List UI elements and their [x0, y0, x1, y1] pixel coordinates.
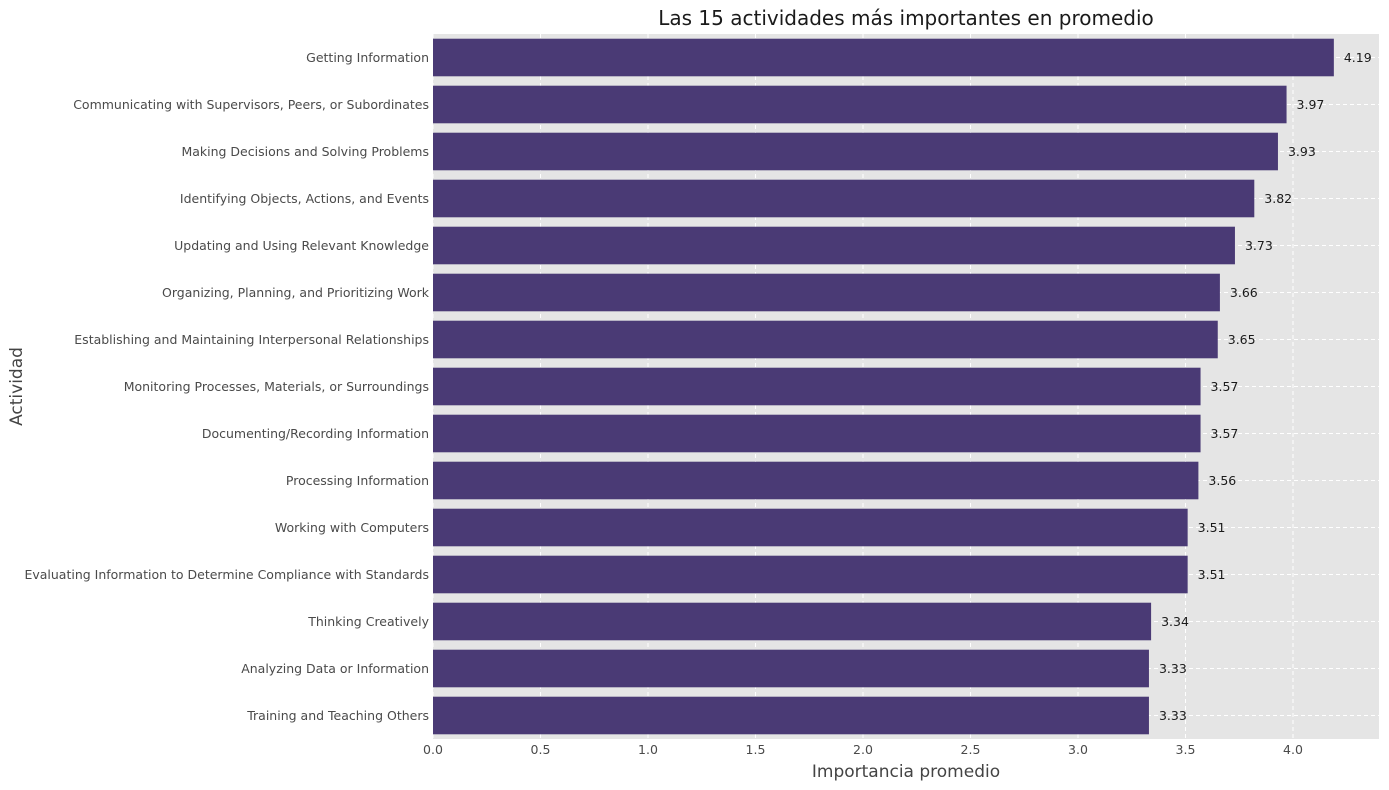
x-tick-label: 3.5 [1176, 742, 1196, 757]
bar [433, 461, 1199, 500]
bar [433, 179, 1255, 218]
x-axis-label: Importancia promedio [812, 762, 1000, 782]
bar [433, 508, 1188, 547]
x-tick-label: 0.5 [531, 742, 551, 757]
x-tick-label: 2.0 [853, 742, 873, 757]
y-tick-labels: Getting Information Communicating with Su… [24, 50, 429, 723]
bar [433, 38, 1334, 77]
bar [433, 320, 1218, 359]
data-label: 3.82 [1264, 191, 1292, 206]
data-label: 3.66 [1230, 285, 1258, 300]
x-tick-label: 2.5 [961, 742, 981, 757]
bar [433, 226, 1235, 265]
y-tick-label: Working with Computers [275, 520, 429, 535]
data-label: 3.33 [1159, 708, 1187, 723]
x-tick-label: 0.0 [423, 742, 443, 757]
y-tick-label: Training and Teaching Others [246, 708, 429, 723]
data-label: 3.56 [1208, 473, 1236, 488]
y-axis-label: Actividad [7, 347, 27, 426]
bar [433, 414, 1201, 453]
y-tick-label: Updating and Using Relevant Knowledge [174, 238, 429, 253]
data-label: 3.65 [1228, 332, 1256, 347]
x-tick-label: 3.0 [1068, 742, 1088, 757]
x-tick-labels: 0.0 0.5 1.0 1.5 2.0 2.5 3.0 3.5 4.0 [423, 742, 1303, 757]
data-label: 3.34 [1161, 614, 1189, 629]
data-label: 3.73 [1245, 238, 1273, 253]
y-tick-label: Thinking Creatively [307, 614, 429, 629]
bar [433, 273, 1220, 312]
y-tick-label: Identifying Objects, Actions, and Events [180, 191, 429, 206]
bar [433, 367, 1201, 406]
bar [433, 649, 1149, 688]
data-label: 3.57 [1211, 426, 1239, 441]
y-tick-label: Evaluating Information to Determine Comp… [24, 567, 429, 582]
bar [433, 85, 1287, 124]
bar [433, 602, 1152, 641]
y-tick-label: Making Decisions and Solving Problems [181, 144, 429, 159]
y-tick-label: Analyzing Data or Information [241, 661, 429, 676]
x-tick-label: 1.5 [746, 742, 766, 757]
data-label: 3.33 [1159, 661, 1187, 676]
bar [433, 696, 1149, 735]
bar [433, 132, 1278, 171]
data-label: 3.93 [1288, 144, 1316, 159]
y-tick-label: Getting Information [306, 50, 429, 65]
data-label: 3.51 [1198, 567, 1226, 582]
y-tick-label: Monitoring Processes, Materials, or Surr… [124, 379, 429, 394]
data-label: 3.51 [1198, 520, 1226, 535]
data-label: 3.57 [1211, 379, 1239, 394]
bar [433, 555, 1188, 594]
x-tick-label: 1.0 [638, 742, 658, 757]
y-tick-label: Establishing and Maintaining Interperson… [74, 332, 429, 347]
y-tick-label: Processing Information [286, 473, 429, 488]
bars-layer [433, 38, 1334, 735]
y-tick-label: Documenting/Recording Information [202, 426, 429, 441]
data-labels: 4.19 3.97 3.93 3.82 3.73 3.66 3.65 3.57 3.57 3.56… [1159, 50, 1372, 723]
data-label: 3.97 [1297, 97, 1325, 112]
chart-title: Las 15 actividades más importantes en pr… [658, 6, 1154, 30]
data-label: 4.19 [1344, 50, 1372, 65]
y-tick-label: Communicating with Supervisors, Peers, o… [73, 97, 429, 112]
x-tick-label: 4.0 [1283, 742, 1303, 757]
y-tick-label: Organizing, Planning, and Prioritizing W… [162, 285, 430, 300]
